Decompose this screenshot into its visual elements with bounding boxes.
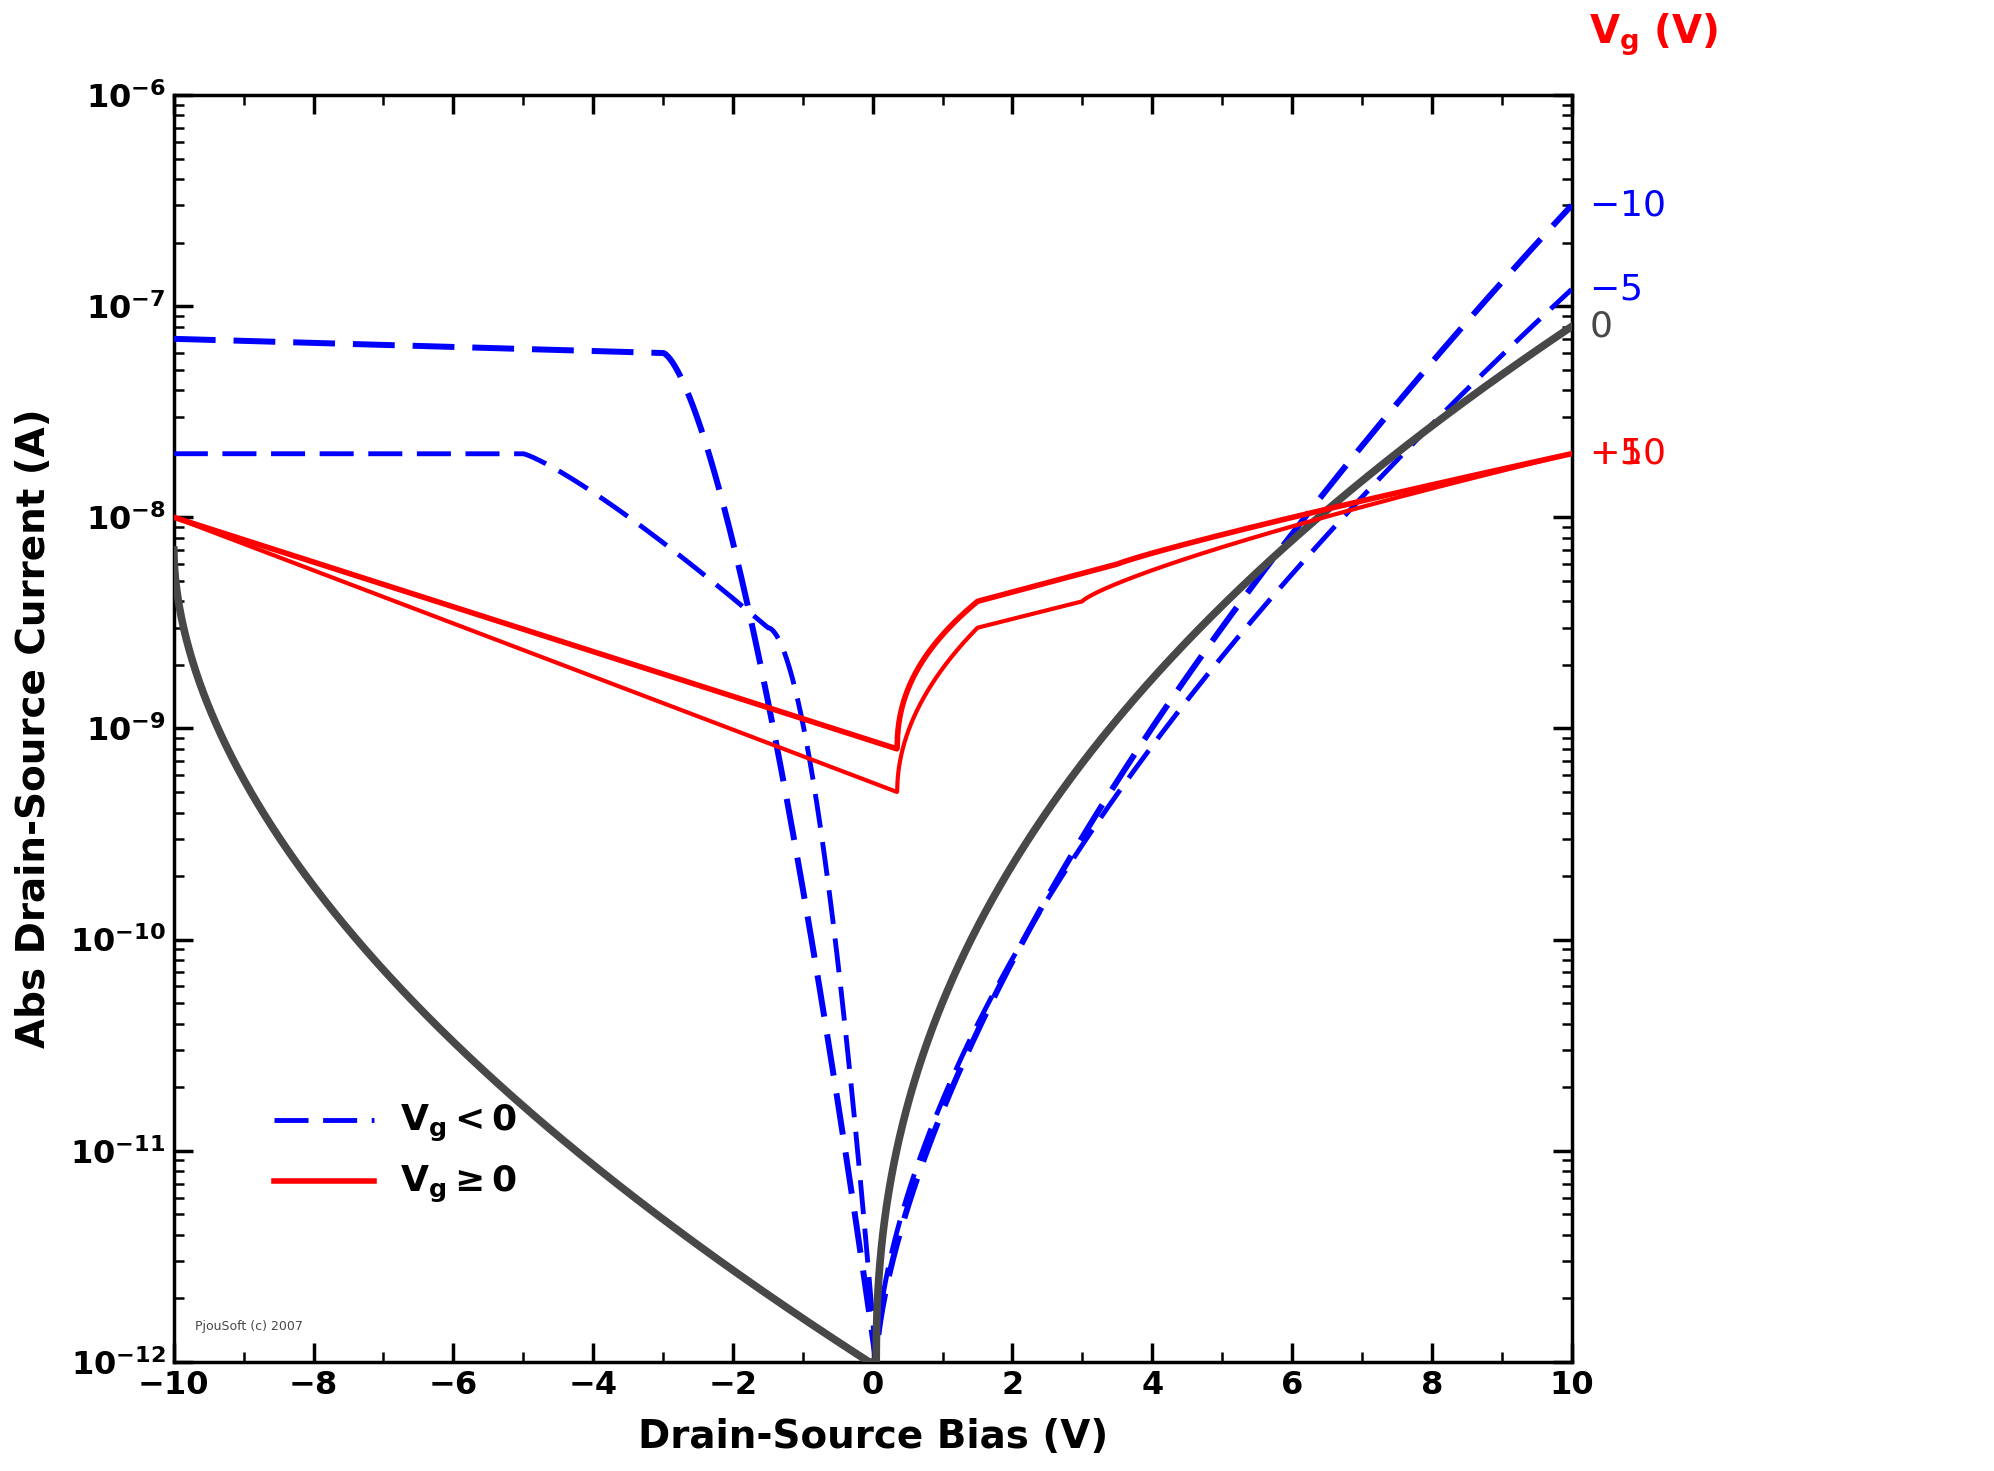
Text: PjouSoft (c) 2007: PjouSoft (c) 2007 — [195, 1321, 303, 1333]
Text: $+10$: $+10$ — [1589, 437, 1665, 471]
Text: $-10$: $-10$ — [1589, 188, 1665, 222]
Text: $+5$: $+5$ — [1589, 437, 1641, 471]
Legend: $\mathbf{V_g < 0}$, $\mathbf{V_g \geq 0}$: $\mathbf{V_g < 0}$, $\mathbf{V_g \geq 0}… — [261, 1090, 530, 1218]
Text: $0$: $0$ — [1589, 309, 1611, 344]
Text: $\mathbf{V_g}$ (V): $\mathbf{V_g}$ (V) — [1589, 12, 1719, 57]
Text: $-5$: $-5$ — [1589, 272, 1641, 306]
Y-axis label: Abs Drain-Source Current (A): Abs Drain-Source Current (A) — [16, 409, 54, 1049]
X-axis label: Drain-Source Bias (V): Drain-Source Bias (V) — [638, 1418, 1109, 1456]
